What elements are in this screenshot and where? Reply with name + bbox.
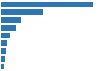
Bar: [1, 17, 22, 23]
Bar: [1, 25, 16, 31]
Bar: [1, 33, 10, 38]
Bar: [1, 48, 6, 54]
Bar: [1, 56, 5, 62]
Bar: [1, 40, 7, 46]
Bar: [1, 9, 43, 15]
Bar: [1, 64, 4, 69]
Bar: [1, 2, 93, 7]
